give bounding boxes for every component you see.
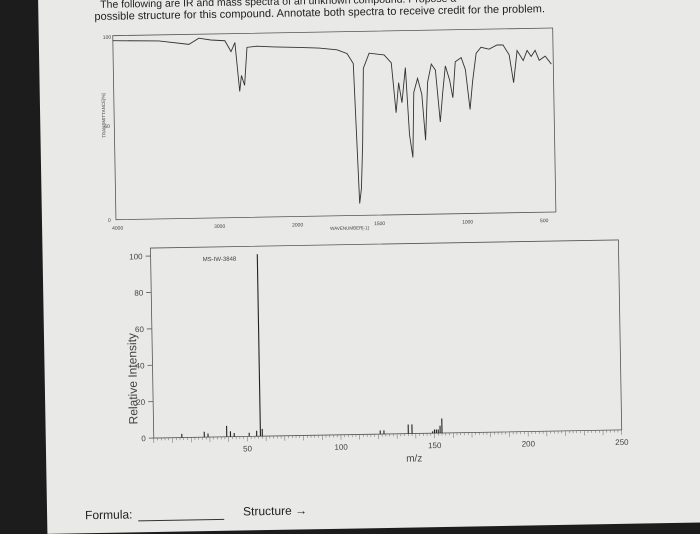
ir-xtick-2000: 2000 bbox=[292, 222, 303, 228]
ms-xtick-label: 200 bbox=[522, 439, 536, 448]
ir-frame bbox=[113, 28, 556, 220]
ms-ytick-label: 60 bbox=[135, 325, 145, 334]
formula-field: Formula: bbox=[85, 506, 225, 522]
ir-xtick-3000: 3000 bbox=[214, 224, 225, 230]
ir-ytick-100: 100 bbox=[103, 35, 112, 41]
ms-x-axis-label: m/z bbox=[406, 453, 422, 464]
ir-trace bbox=[113, 32, 554, 208]
ms-ytick-label: 100 bbox=[129, 252, 143, 261]
ms-y-axis-label: Relative Intensity bbox=[125, 333, 141, 425]
ir-xtick-1500: 1500 bbox=[374, 221, 385, 227]
structure-label: Structure → bbox=[243, 503, 307, 518]
ms-chart-title: MS-IW-3848 bbox=[203, 257, 237, 264]
ms-peak-57 bbox=[257, 254, 260, 436]
ms-ytick-label: 80 bbox=[134, 289, 144, 298]
formula-blank-line[interactable] bbox=[138, 508, 224, 521]
ir-y-axis-label: TRANSMITTANCE[%] bbox=[101, 93, 107, 138]
formula-label: Formula: bbox=[85, 507, 133, 522]
worksheet-page: The following are IR and mass spectra of… bbox=[38, 0, 700, 534]
ms-xtick-label: 50 bbox=[243, 444, 253, 453]
ms-ytick-label: 0 bbox=[141, 434, 146, 443]
ir-x-axis-label: WAVENUMBER[-1] bbox=[330, 225, 369, 231]
ir-xtick-4000: 4000 bbox=[112, 226, 123, 232]
ms-xtick-label: 250 bbox=[615, 438, 629, 447]
ms-frame bbox=[150, 240, 621, 438]
ms-xtick-label: 100 bbox=[334, 443, 348, 452]
ir-xtick-500: 500 bbox=[540, 218, 549, 224]
ir-xtick-1000: 1000 bbox=[462, 219, 473, 225]
ms-xtick-label: 150 bbox=[428, 441, 442, 450]
ir-spectrum: 100 50 0 TRANSMITTANCE[%] 4000 3000 2000… bbox=[99, 20, 573, 243]
ir-ytick-0: 0 bbox=[108, 218, 111, 224]
ms-peaks bbox=[179, 251, 442, 438]
